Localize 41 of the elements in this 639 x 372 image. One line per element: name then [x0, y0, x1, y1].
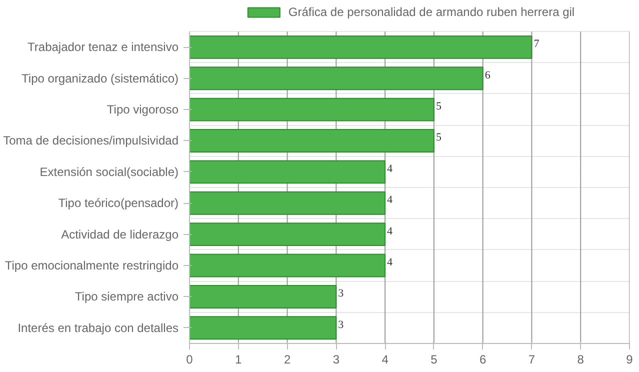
- data-label: 4: [387, 256, 394, 269]
- bar: [190, 316, 337, 340]
- y-tick-label: Tipo organizado (sistemático): [22, 71, 179, 86]
- x-tick-label: 0: [186, 352, 194, 366]
- bar: [190, 66, 484, 90]
- data-label: 5: [436, 100, 442, 113]
- y-tick-label: Tipo teórico(pensador): [58, 196, 179, 210]
- x-tick-label: 8: [577, 352, 584, 366]
- x-tick-label: 1: [235, 352, 242, 366]
- x-tick-label: 6: [479, 352, 486, 366]
- y-tick-label: Tipo emocionalmente restringido: [4, 258, 179, 273]
- bar: [190, 284, 337, 308]
- legend-label: Gráfica de personalidad de armando ruben herrera gil: [288, 5, 575, 19]
- data-label: 4: [387, 162, 394, 175]
- bar: [190, 222, 386, 246]
- x-tick-label: 4: [382, 352, 389, 366]
- x-tick-label: 7: [528, 352, 536, 366]
- y-tick-label: Interés en trabajo con detalles: [18, 320, 179, 335]
- bar: [190, 191, 386, 215]
- bar: [190, 35, 532, 59]
- data-label: 7: [534, 38, 540, 50]
- y-tick-label: Toma de decisiones/impulsividad: [3, 134, 179, 148]
- y-tick-label: Actividad de liderazgo: [61, 227, 179, 242]
- data-label: 4: [387, 194, 394, 206]
- bar: [190, 160, 386, 184]
- data-label: 6: [484, 69, 491, 82]
- x-tick-label: 2: [284, 352, 291, 366]
- data-label: 3: [338, 288, 344, 300]
- y-tick-label: Tipo vigoroso: [106, 102, 179, 117]
- bar: [190, 98, 434, 122]
- y-tick-label: Tipo siempre activo: [74, 290, 179, 304]
- y-tick-label: Trabajador tenaz e intensivo: [28, 40, 179, 54]
- x-tick-label: 9: [626, 352, 634, 366]
- x-tick-label: 3: [332, 352, 340, 366]
- data-label: 4: [387, 225, 394, 238]
- bar: [190, 129, 434, 152]
- data-label: 5: [436, 132, 442, 144]
- x-tick-label: 5: [430, 352, 438, 366]
- y-tick-label: Extensión social(sociable): [40, 164, 179, 179]
- bar: [190, 254, 386, 278]
- data-label: 3: [338, 318, 344, 331]
